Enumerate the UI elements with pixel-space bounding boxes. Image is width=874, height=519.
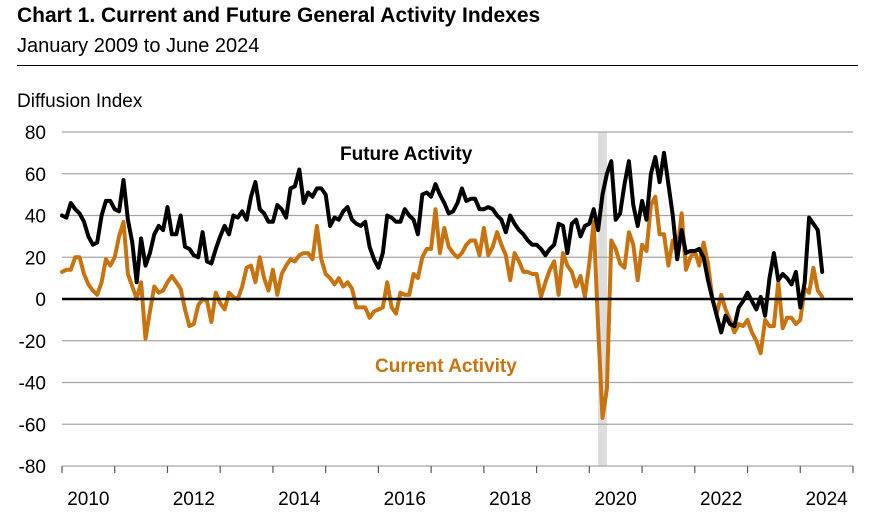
y-tick-label: 60 [25, 165, 46, 186]
chart-title: Chart 1. Current and Future General Acti… [17, 4, 541, 27]
y-tick-label: 20 [25, 248, 46, 269]
current-activity-line [60, 194, 825, 420]
y-tick-label: 40 [25, 207, 46, 228]
x-tick-label: 2016 [384, 489, 426, 510]
current-activity-label: Current Activity [375, 356, 517, 377]
x-tick-label: 2012 [173, 489, 215, 510]
y-tick-label: -20 [19, 332, 46, 353]
future-activity-label: Future Activity [340, 144, 473, 165]
x-tick-label: 2022 [700, 489, 742, 510]
y-tick-label: -40 [19, 374, 46, 395]
x-tick-label: 2014 [278, 489, 321, 510]
title-divider [17, 65, 858, 66]
x-tick-label: 2018 [489, 489, 531, 510]
y-tick-label: -80 [19, 457, 46, 478]
gridlines [62, 131, 853, 425]
chart-subtitle: January 2009 to June 2024 [17, 35, 260, 57]
y-axis-label: Diffusion Index [17, 91, 143, 112]
x-tick-label: 2024 [805, 489, 848, 510]
y-tick-label: 0 [35, 290, 46, 311]
x-axis: 2010 2012 2014 2016 2018 2020 2022 2024 [61, 465, 854, 510]
future-activity-line [60, 150, 825, 335]
x-tick-label: 2010 [67, 489, 109, 510]
y-axis-ticks: 80 60 40 20 0 -20 -40 -60 -80 [19, 123, 46, 478]
y-tick-label: -60 [19, 415, 46, 436]
series-layer [60, 150, 853, 420]
x-tick-label: 2020 [595, 489, 637, 510]
y-tick-label: 80 [25, 123, 46, 144]
